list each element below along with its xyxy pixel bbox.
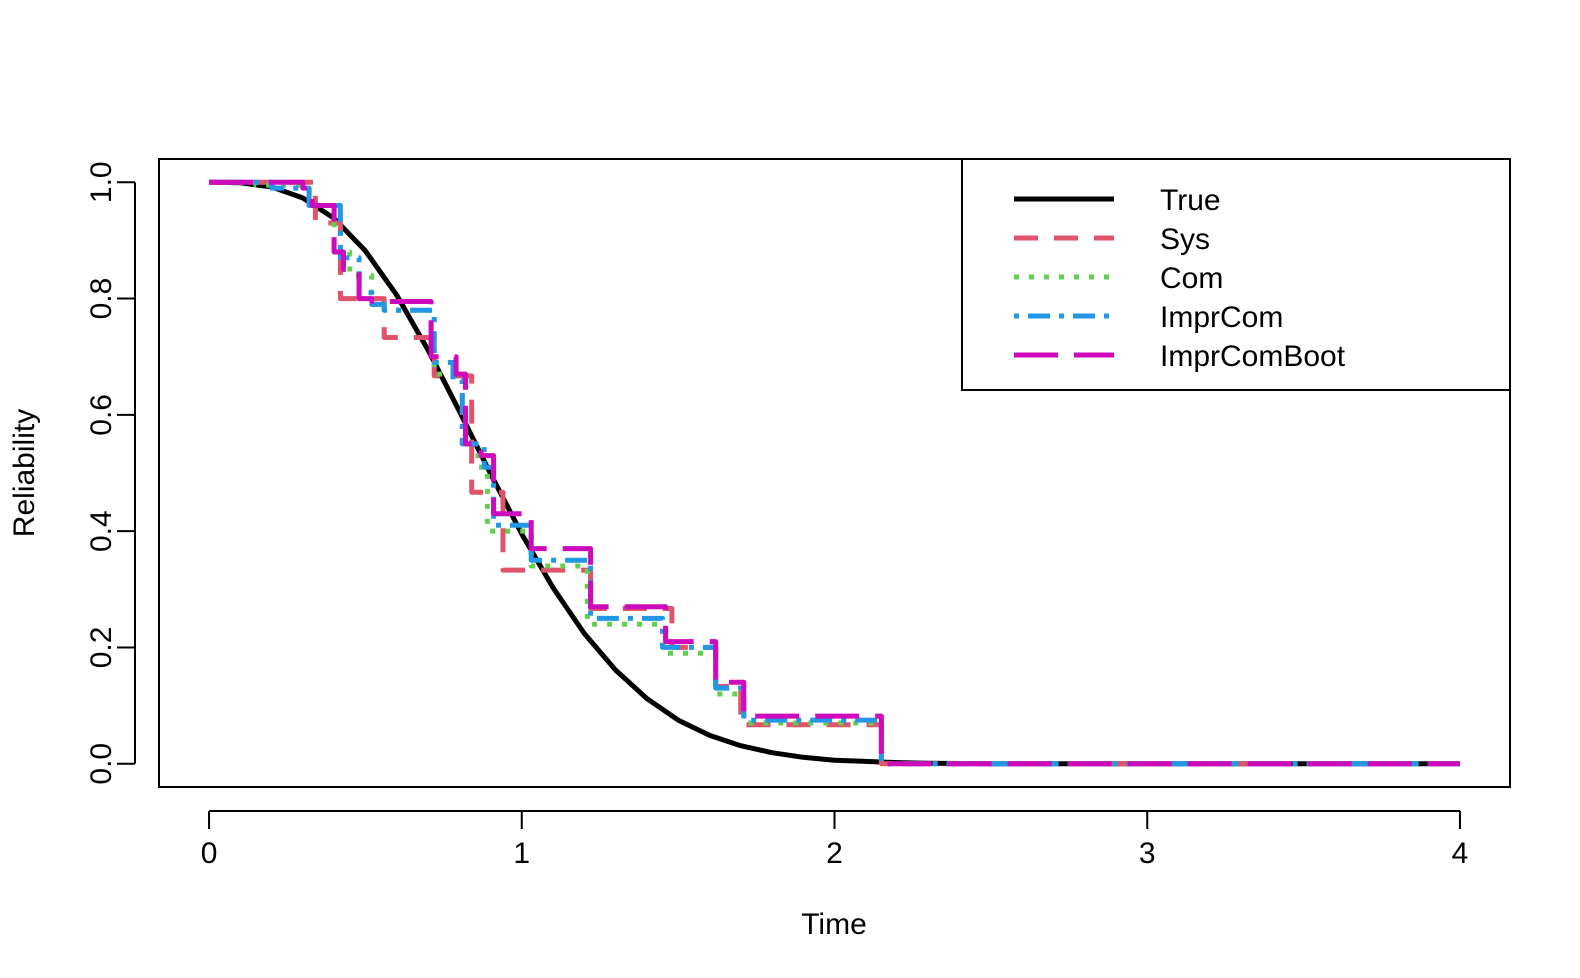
y-tick-label: 0.4: [85, 510, 118, 552]
x-tick-label: 2: [826, 837, 843, 870]
y-tick-label: 1.0: [85, 161, 118, 203]
y-tick-label: 0.6: [85, 394, 118, 436]
x-tick-label: 0: [201, 837, 218, 870]
legend-label-sys: Sys: [1160, 223, 1210, 256]
series-line-imprcomboot: [209, 179, 1460, 767]
series-layer: [208, 179, 1460, 767]
x-axis-label: Time: [801, 908, 867, 941]
legend-label-imprcom: ImprCom: [1160, 301, 1283, 334]
y-tick-label: 0.2: [85, 627, 118, 669]
y-axis: 0.0 0.2 0.4 0.6 0.8 1.0: [85, 161, 136, 785]
series-line-imprcom: [209, 179, 1460, 767]
legend-label-true: True: [1160, 184, 1221, 217]
legend-label-imprcomboot: ImprComBoot: [1160, 340, 1346, 373]
x-tick-label: 4: [1452, 837, 1469, 870]
y-tick-label: 0.8: [85, 278, 118, 320]
y-tick-label: 0.0: [85, 743, 118, 785]
plot-frame: [158, 158, 1511, 788]
y-axis-label: Reliability: [8, 409, 41, 537]
series-line-com: [209, 179, 1460, 767]
x-tick-label: 3: [1139, 837, 1156, 870]
legend-label-com: Com: [1160, 262, 1223, 295]
x-axis: 0 1 2 3 4: [201, 810, 1469, 870]
legend: True Sys Com ImprCom ImprComBoot: [961, 158, 1511, 391]
x-tick-label: 1: [513, 837, 530, 870]
